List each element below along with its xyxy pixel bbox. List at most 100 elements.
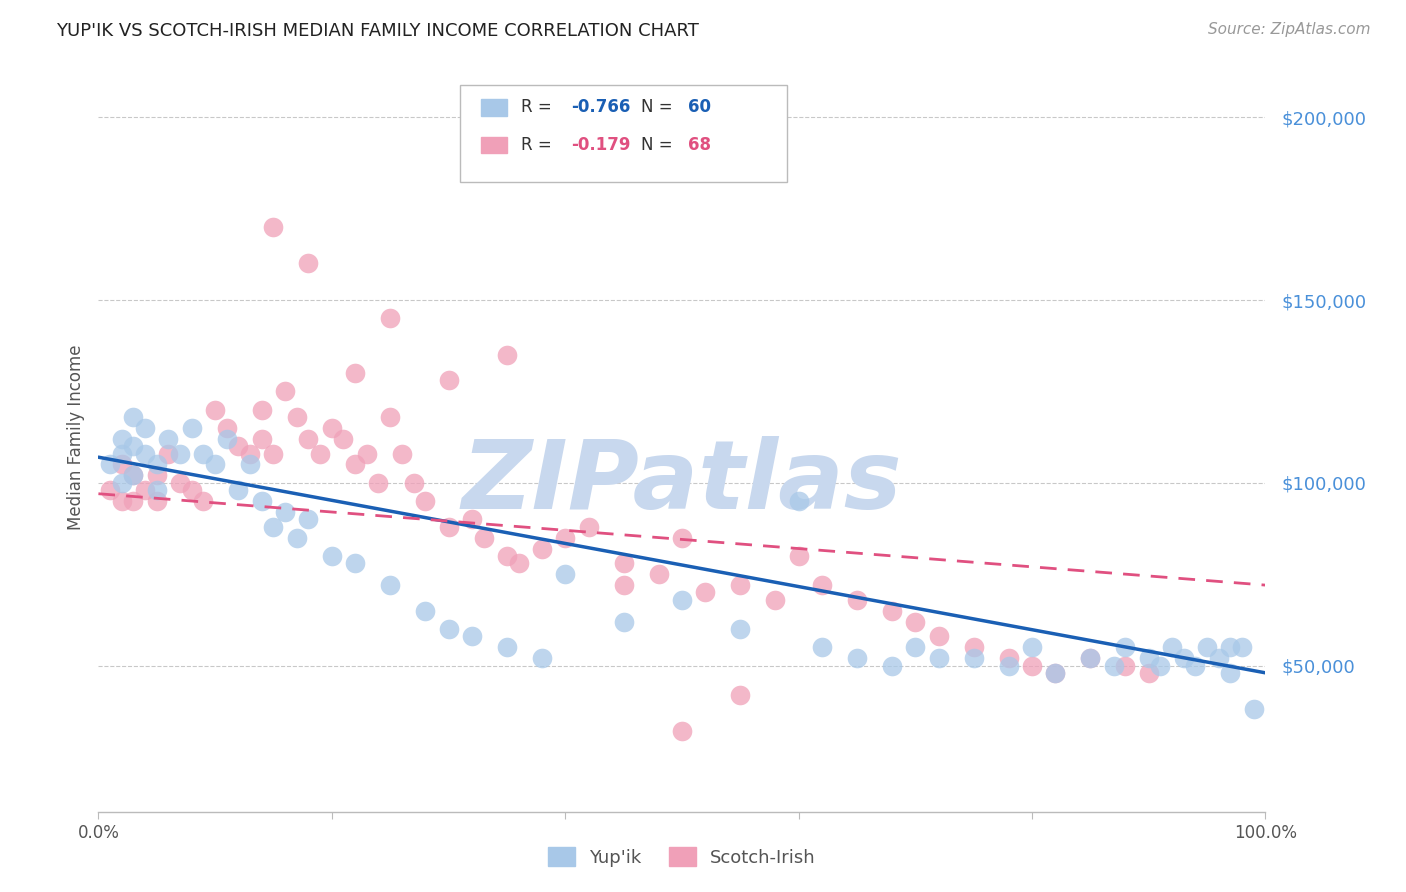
Point (391, 446, 413, 460)
Point (1021, 658, 1043, 673)
Point (461, 629, 484, 643)
Point (846, 651, 869, 665)
Point (1208, 651, 1230, 665)
Point (122, 409, 145, 424)
Point (380, 311, 402, 326)
Point (146, 468, 169, 483)
Y-axis label: Median Family Income: Median Family Income (66, 344, 84, 530)
Point (215, 421, 238, 435)
Point (695, 585, 717, 599)
Point (928, 629, 950, 643)
Point (274, 384, 297, 399)
Point (787, 549, 810, 563)
Point (285, 531, 308, 545)
Point (228, 483, 250, 497)
Point (297, 256, 319, 270)
Point (613, 615, 636, 629)
Text: ZIPatlas: ZIPatlas (461, 435, 903, 529)
Point (530, 651, 553, 665)
Point (413, 494, 436, 508)
Point (1184, 658, 1206, 673)
Point (461, 512, 484, 526)
Point (122, 494, 145, 508)
Point (811, 578, 834, 592)
Point (239, 458, 262, 472)
Point (997, 658, 1019, 673)
Point (1114, 658, 1136, 673)
Point (787, 494, 810, 508)
Point (647, 567, 669, 582)
Point (344, 556, 367, 570)
Point (285, 409, 308, 424)
Point (496, 549, 519, 563)
Point (1137, 651, 1160, 665)
Point (122, 439, 145, 453)
Point (169, 446, 191, 460)
Point (997, 651, 1019, 665)
Point (962, 651, 984, 665)
Text: -0.179: -0.179 (571, 136, 630, 153)
Point (111, 446, 134, 460)
Point (730, 578, 752, 592)
Point (578, 519, 600, 533)
Point (274, 505, 297, 519)
Point (437, 622, 460, 636)
Point (1080, 651, 1102, 665)
Point (215, 432, 238, 446)
Point (180, 483, 202, 497)
Point (239, 446, 262, 460)
Point (122, 468, 145, 483)
Point (1149, 658, 1171, 673)
Text: Source: ZipAtlas.com: Source: ZipAtlas.com (1208, 22, 1371, 37)
Legend: Yup'ik, Scotch-Irish: Yup'ik, Scotch-Irish (541, 840, 823, 874)
Point (367, 475, 389, 490)
Point (262, 219, 284, 234)
Bar (481, 99, 508, 116)
Point (169, 475, 191, 490)
Text: N =: N = (641, 98, 678, 116)
Point (111, 494, 134, 508)
Point (1219, 665, 1241, 680)
Point (413, 604, 436, 618)
Point (962, 640, 984, 655)
Point (1173, 651, 1195, 665)
Point (671, 531, 693, 545)
Point (472, 531, 495, 545)
Point (1137, 665, 1160, 680)
Bar (481, 136, 508, 153)
Point (1045, 665, 1067, 680)
Point (437, 373, 460, 387)
Point (508, 556, 530, 570)
Text: 60: 60 (688, 98, 711, 116)
Point (1114, 640, 1136, 655)
Point (880, 658, 903, 673)
Text: N =: N = (641, 136, 678, 153)
Point (1080, 651, 1102, 665)
Point (1045, 665, 1067, 680)
Point (204, 402, 226, 417)
Point (146, 494, 169, 508)
Point (250, 402, 273, 417)
Point (763, 592, 786, 607)
Point (1161, 640, 1184, 655)
Point (496, 640, 519, 655)
Point (904, 640, 927, 655)
FancyBboxPatch shape (460, 85, 787, 182)
Point (671, 724, 693, 739)
Point (496, 348, 519, 362)
Point (380, 409, 402, 424)
Point (111, 475, 134, 490)
Point (613, 578, 636, 592)
Point (344, 458, 367, 472)
Point (98, 483, 121, 497)
Point (928, 651, 950, 665)
Point (134, 483, 156, 497)
Point (1219, 640, 1241, 655)
Point (437, 519, 460, 533)
Point (250, 494, 273, 508)
Point (402, 475, 425, 490)
Point (321, 421, 343, 435)
Point (111, 458, 134, 472)
Point (380, 578, 402, 592)
Point (332, 432, 354, 446)
